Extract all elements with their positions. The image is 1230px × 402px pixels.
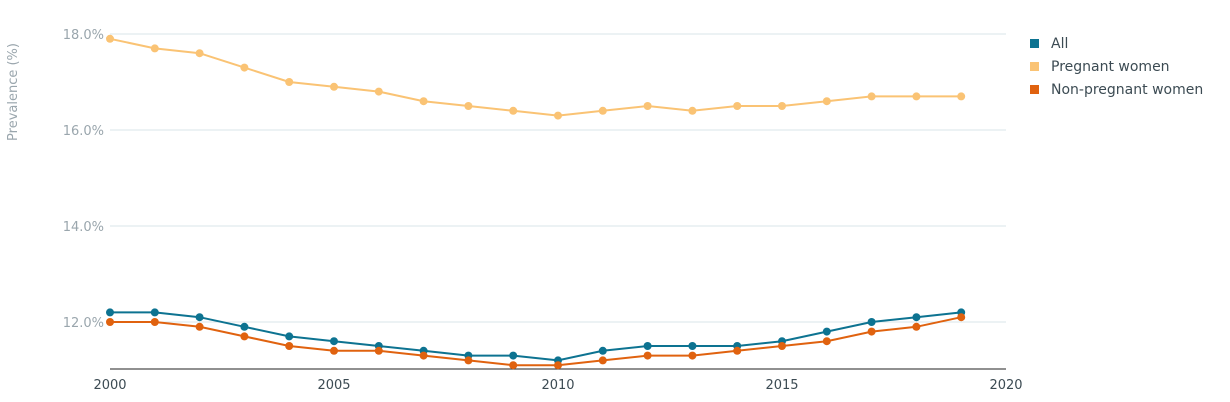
series-line-all (110, 311, 962, 362)
data-point-non-pregnant-women (733, 346, 742, 355)
data-point-non-pregnant-women (867, 327, 876, 336)
y-tick-label: 14.0% (63, 220, 104, 235)
data-point-pregnant-women (822, 97, 831, 106)
data-point-all (867, 318, 876, 326)
data-point-pregnant-women (598, 106, 607, 115)
legend-label-non-pregnant-women: Non-pregnant women (1051, 81, 1204, 98)
data-point-non-pregnant-women (554, 361, 562, 370)
x-tick-label: 2020 (989, 378, 1022, 393)
data-point-pregnant-women (330, 82, 338, 91)
legend-swatch-pregnant-women (1030, 62, 1039, 71)
data-point-non-pregnant-women (106, 318, 114, 326)
data-point-non-pregnant-women (150, 318, 159, 326)
data-point-all (330, 337, 338, 346)
data-point-all (643, 342, 652, 350)
y-tick-label: 18.0% (63, 28, 104, 43)
series (106, 34, 966, 370)
x-tick-label: 2010 (541, 378, 574, 393)
data-point-non-pregnant-women (957, 313, 966, 322)
x-tick-label: 2005 (317, 378, 350, 393)
data-point-all (195, 313, 204, 322)
data-point-pregnant-women (240, 63, 249, 72)
x-tick-label: 2015 (765, 378, 798, 393)
y-axis-title: Prevalence (%) (6, 43, 21, 141)
data-point-pregnant-women (912, 92, 921, 101)
y-tick-label: 12.0% (63, 316, 104, 331)
legend-item-pregnant-women[interactable]: Pregnant women (1030, 55, 1203, 78)
series-line-pregnant-women (109, 37, 962, 117)
data-point-all (106, 308, 114, 317)
data-point-pregnant-women (733, 102, 742, 110)
data-point-all (912, 313, 921, 322)
gridlines (110, 33, 1006, 323)
data-point-pregnant-women (509, 106, 518, 115)
data-point-pregnant-women (150, 44, 159, 53)
legend-swatch-all (1030, 39, 1039, 48)
data-point-pregnant-women (374, 87, 383, 96)
y-tick-label: 16.0% (63, 124, 104, 139)
data-point-non-pregnant-women (912, 322, 921, 331)
data-point-non-pregnant-women (195, 322, 204, 331)
data-point-all (509, 351, 518, 360)
legend-item-non-pregnant-women[interactable]: Non-pregnant women (1030, 78, 1203, 101)
data-point-pregnant-women (688, 106, 697, 115)
legend-item-all[interactable]: All (1030, 32, 1203, 55)
series-line-non-pregnant-women (110, 316, 962, 367)
data-point-pregnant-women (285, 78, 294, 86)
data-point-non-pregnant-women (822, 337, 831, 346)
data-point-pregnant-women (464, 102, 473, 110)
data-point-pregnant-women (106, 34, 114, 43)
data-point-all (285, 332, 294, 341)
data-point-all (822, 327, 831, 336)
data-point-non-pregnant-women (419, 351, 428, 360)
data-point-non-pregnant-women (374, 346, 383, 355)
data-point-all (240, 322, 249, 331)
data-point-all (598, 346, 607, 355)
data-point-non-pregnant-women (598, 356, 607, 365)
data-point-pregnant-women (419, 97, 428, 106)
data-point-pregnant-women (643, 102, 652, 110)
legend-label-pregnant-women: Pregnant women (1051, 58, 1170, 75)
legend: All Pregnant women Non-pregnant women (1030, 32, 1203, 101)
data-point-non-pregnant-women (509, 361, 518, 370)
data-point-non-pregnant-women (643, 351, 652, 360)
legend-swatch-non-pregnant-women (1030, 85, 1039, 94)
data-point-pregnant-women (957, 92, 966, 101)
data-point-non-pregnant-women (688, 351, 697, 360)
data-point-pregnant-women (554, 111, 562, 120)
x-tick-label: 2000 (93, 378, 126, 393)
data-point-all (688, 342, 697, 350)
data-point-non-pregnant-women (778, 342, 786, 350)
data-point-non-pregnant-women (285, 342, 294, 350)
data-point-pregnant-women (195, 49, 204, 58)
axes: 12.0% 14.0% 16.0% 18.0% 2000 2005 2010 2015 2020… (6, 28, 1023, 393)
legend-label-all: All (1051, 35, 1069, 52)
data-point-pregnant-women (867, 92, 876, 101)
data-point-non-pregnant-women (464, 356, 473, 365)
data-point-all (150, 308, 159, 317)
data-point-non-pregnant-women (330, 346, 338, 355)
data-point-pregnant-women (778, 102, 786, 110)
data-point-non-pregnant-women (240, 332, 249, 341)
